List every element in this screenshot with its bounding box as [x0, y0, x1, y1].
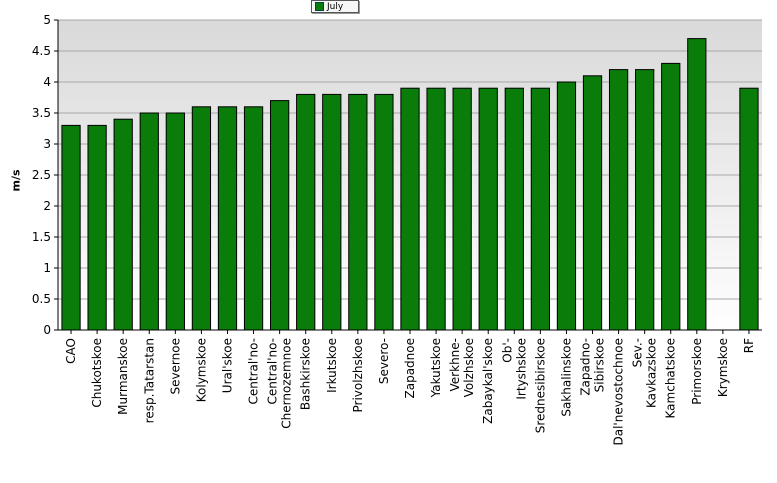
x-tick-label: Zapadnoe — [403, 338, 417, 399]
x-tick-label: Severnoe — [168, 338, 182, 395]
x-tick-label: Ob'- — [500, 338, 514, 363]
legend-label-july: July — [327, 1, 344, 12]
x-tick-label: Kavkazskoe — [645, 338, 659, 408]
y-axis-title: m/s — [9, 169, 23, 192]
bar — [400, 87, 420, 331]
x-tick-label: Sev.- — [631, 338, 645, 367]
x-tick-label: Sibirskoe — [593, 338, 607, 392]
bar — [270, 100, 290, 331]
x-tick-label: Dal'nevostochnoe — [612, 338, 626, 446]
x-tick-label: Privolzhskoe — [351, 338, 365, 412]
y-tick-label: 0.5 — [32, 292, 51, 306]
bar — [452, 87, 472, 331]
bar — [556, 81, 577, 331]
x-tick-label: Central'no- — [266, 338, 280, 405]
y-tick-label: 1 — [43, 261, 51, 275]
x-tick-label: RF — [742, 338, 756, 353]
x-tick-label: Zabaykal'skoe — [481, 338, 495, 424]
bar — [165, 112, 185, 331]
x-tick-label: Primorskoe — [690, 338, 704, 405]
y-tick-label: 4 — [43, 75, 51, 89]
x-tick-label: resp.Tatarstan — [142, 338, 156, 423]
x-tick-label: Chukotskoe — [90, 338, 104, 408]
y-tick-label: 2.5 — [32, 168, 51, 182]
y-tick-label: 4.5 — [32, 44, 51, 58]
y-tick-label: 1.5 — [32, 230, 51, 244]
x-tick-label: Ural'skoe — [220, 338, 234, 393]
x-tick-label: Kamchatskoe — [664, 338, 678, 418]
x-tick-label: Severo- — [377, 338, 391, 384]
bar — [322, 93, 342, 331]
x-tick-label: Krymskoe — [716, 338, 730, 397]
bar — [739, 87, 759, 331]
x-tick-label: Kolymskoe — [194, 338, 208, 402]
legend-swatch-july — [315, 2, 324, 11]
y-tick-label: 2 — [43, 199, 51, 213]
bar — [582, 75, 603, 331]
bar — [61, 124, 81, 331]
x-tick-label: Central'no- — [247, 338, 261, 405]
x-tick-label: Murmanskoe — [116, 338, 130, 415]
x-tick-label: Irkutskoe — [325, 338, 339, 393]
bar — [243, 106, 264, 331]
bar — [87, 124, 107, 331]
bar — [687, 38, 707, 331]
bar — [530, 87, 550, 331]
x-tick-label: Bashkirskoe — [299, 338, 313, 410]
y-tick-label: 3 — [43, 137, 51, 151]
bar — [296, 93, 316, 331]
y-tick-label: 0 — [43, 323, 51, 337]
bar — [217, 106, 238, 331]
bar — [113, 118, 133, 331]
x-tick-label: Srednesibirskoe — [533, 338, 547, 433]
bar — [478, 87, 498, 331]
x-tick-label: Volzhskoe — [462, 338, 476, 397]
legend: July — [311, 0, 359, 13]
x-tick-label: Sakhalinskoe — [559, 338, 573, 417]
bar — [139, 112, 159, 331]
x-tick-label: Yakutskoe — [429, 338, 443, 398]
bar — [374, 93, 394, 331]
x-tick-label: Verkhne- — [448, 338, 462, 391]
bar — [426, 87, 446, 331]
bar — [661, 62, 681, 331]
x-tick-label: Chernozemnoe — [280, 338, 294, 429]
bar — [608, 69, 629, 331]
bar — [504, 87, 524, 331]
bar — [348, 93, 368, 331]
x-tick-label: CAO — [64, 338, 78, 364]
y-tick-label: 5 — [43, 13, 51, 27]
bar — [191, 106, 212, 331]
y-tick-label: 3.5 — [32, 106, 51, 120]
x-tick-label: Zapadno- — [579, 338, 593, 396]
bar — [635, 69, 655, 331]
x-tick-label: Irtyshskoe — [514, 338, 528, 400]
